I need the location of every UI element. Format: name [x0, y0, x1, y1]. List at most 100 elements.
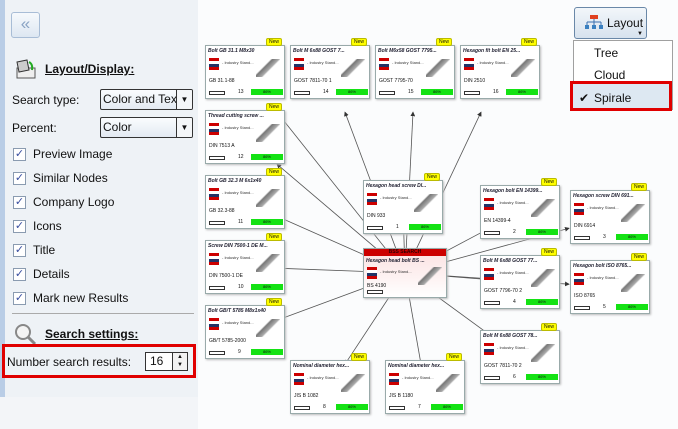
node-title: Bolt GB 32.3 M 6x1x40	[208, 178, 262, 184]
search-type-label: Search type:	[12, 93, 80, 107]
new-badge: New	[540, 248, 557, 256]
scale-icon	[294, 91, 310, 95]
result-number: 7	[418, 404, 421, 410]
menu-item-tree[interactable]: Tree	[574, 42, 672, 64]
result-node[interactable]: New Bolt M6x58 GOST 7795... - Industry Sta…	[375, 38, 455, 99]
result-node[interactable]: New Hexagon screw DIN 691... - Industry St…	[570, 183, 650, 244]
node-title: Hexagon head screw DI...	[366, 183, 427, 189]
new-badge: New	[265, 103, 282, 111]
preview-image	[621, 204, 645, 222]
result-number: 11	[238, 219, 244, 225]
result-node[interactable]: New Nominal diameter hex... - Industry Sta…	[385, 353, 465, 414]
preview-image	[531, 269, 555, 287]
menu-item-label: Cloud	[594, 68, 626, 82]
result-node[interactable]: New Nominal diameter hex... - Industry Sta…	[290, 353, 370, 414]
divider	[12, 313, 194, 314]
result-node[interactable]: New Hexagon fit bolt EN 25... - Industry S…	[460, 38, 540, 99]
result-node[interactable]: New Bolt GB 31.1 M8x30 - Industry Stand...…	[205, 38, 285, 99]
chevron-down-icon[interactable]: ▼	[176, 118, 192, 137]
checkbox-icon[interactable]: ✓	[13, 195, 26, 209]
scale-icon	[389, 406, 405, 410]
standard-label: ISO 8765	[574, 293, 596, 299]
result-node[interactable]: New Hexagon bolt ISO 8765... - Industry St…	[570, 253, 650, 314]
company-logo	[574, 203, 584, 215]
company-logo	[209, 318, 219, 330]
checkbox-icon[interactable]: ✓	[13, 147, 26, 161]
result-node[interactable]: New Bolt M 6x88 GOST 78... - Industry Stan…	[480, 323, 560, 384]
stepper-arrows-icon[interactable]: ▲ ▼	[172, 353, 187, 370]
scale-icon	[209, 351, 225, 355]
scale-icon	[367, 226, 383, 230]
collapse-panel-button[interactable]: «	[11, 12, 40, 38]
node-title: Bolt M 6x88 GOST 77...	[483, 258, 538, 264]
result-node[interactable]: New Bolt GB 32.3 M 6x1x40 - Industry Stand…	[205, 168, 285, 229]
result-node[interactable]: New Bolt M 6x88 GOST 7... - Industry Stand…	[290, 38, 370, 99]
result-node[interactable]: New Screw DIN 7500-1 DE M... - Industry St…	[205, 233, 285, 294]
preview-image	[256, 189, 280, 207]
preview-image	[341, 59, 365, 77]
company-logo	[484, 343, 494, 355]
checkbox-similar-nodes[interactable]: ✓ Similar Nodes	[13, 171, 108, 185]
checkbox-icon[interactable]: ✓	[13, 291, 26, 305]
scale-icon	[209, 286, 225, 290]
layout-button[interactable]: Layout ▼	[574, 7, 647, 39]
new-badge: New	[265, 38, 282, 46]
preview-image	[426, 59, 450, 77]
checkbox-label: Title	[33, 243, 56, 257]
checkbox-label: Similar Nodes	[33, 171, 108, 185]
new-badge: New	[350, 38, 367, 46]
similarity-bar: 86%	[526, 229, 558, 235]
checkbox-icon[interactable]: ✓	[13, 267, 26, 281]
result-node[interactable]: New Bolt GB/T 5785 M8x1x40 - Industry Stan…	[205, 298, 285, 359]
preview-image	[256, 59, 280, 77]
node-title: Hexagon bolt EN 14399...	[483, 188, 543, 194]
number-results-stepper[interactable]: 16 ▲ ▼	[145, 352, 188, 371]
menu-item-cloud[interactable]: Cloud	[574, 64, 672, 86]
search-type-select[interactable]: Color and Text ▼	[100, 89, 193, 110]
result-node[interactable]: New Thread cutting screw ... - Industry St…	[205, 103, 285, 164]
similarity-bar: 86%	[506, 89, 538, 95]
checkbox-preview-image[interactable]: ✓ Preview Image	[13, 147, 112, 161]
checkbox-details[interactable]: ✓ Details	[13, 267, 70, 281]
company-logo	[209, 123, 219, 135]
percent-select[interactable]: Color ▼	[100, 117, 193, 138]
company-logo	[294, 373, 304, 385]
node-title: Bolt GB 31.1 M8x30	[208, 48, 255, 54]
new-badge: New	[350, 353, 367, 361]
company-logo	[464, 58, 474, 70]
new-badge: New	[445, 353, 462, 361]
company-logo	[379, 58, 389, 70]
node-title: Hexagon bolt ISO 8765...	[573, 263, 632, 269]
manufacturer: - Industry Stand...	[587, 275, 619, 280]
checkbox-title[interactable]: ✓ Title	[13, 243, 55, 257]
layout-display-section: Layout/Display:	[13, 58, 134, 80]
company-logo	[209, 58, 219, 70]
checkbox-icon[interactable]: ✓	[13, 219, 26, 233]
center-node[interactable]: BSS SEARCH Hexagon head bolt BS ... - Indu…	[363, 248, 447, 298]
checkbox-icons[interactable]: ✓ Icons	[13, 219, 62, 233]
result-node[interactable]: New Hexagon head screw DI... - Industry St…	[363, 173, 443, 234]
result-number: 8	[323, 404, 326, 410]
menu-item-label: Tree	[594, 46, 619, 60]
result-number: 1	[396, 224, 399, 230]
menu-item-spirale[interactable]: ✔ Spirale	[574, 87, 672, 109]
preview-image	[256, 319, 280, 337]
result-number: 5	[603, 304, 606, 310]
edge	[404, 111, 482, 274]
scale-icon	[464, 91, 480, 95]
checkbox-icon[interactable]: ✓	[13, 171, 26, 185]
checkbox-mark-new-results[interactable]: ✓ Mark new Results	[13, 291, 128, 305]
checkbox-icon[interactable]: ✓	[13, 243, 26, 257]
node-title: Hexagon head bolt BS ...	[366, 258, 425, 264]
result-node[interactable]: New Bolt M 6x88 GOST 77... - Industry Stan…	[480, 248, 560, 309]
company-logo	[209, 253, 219, 265]
chevron-down-icon[interactable]: ▼	[176, 90, 192, 109]
left-panel: « Layout/Display: Search type: Color and…	[0, 0, 198, 397]
similarity-bar: 86%	[251, 154, 283, 160]
checkbox-company-logo[interactable]: ✓ Company Logo	[13, 195, 114, 209]
result-node[interactable]: New Hexagon bolt EN 14399... - Industry St…	[480, 178, 560, 239]
manufacturer: - Industry Stand...	[497, 345, 529, 350]
paint-bucket-icon	[16, 59, 36, 79]
magnifier-icon	[15, 324, 37, 346]
checkbox-label: Icons	[33, 219, 62, 233]
